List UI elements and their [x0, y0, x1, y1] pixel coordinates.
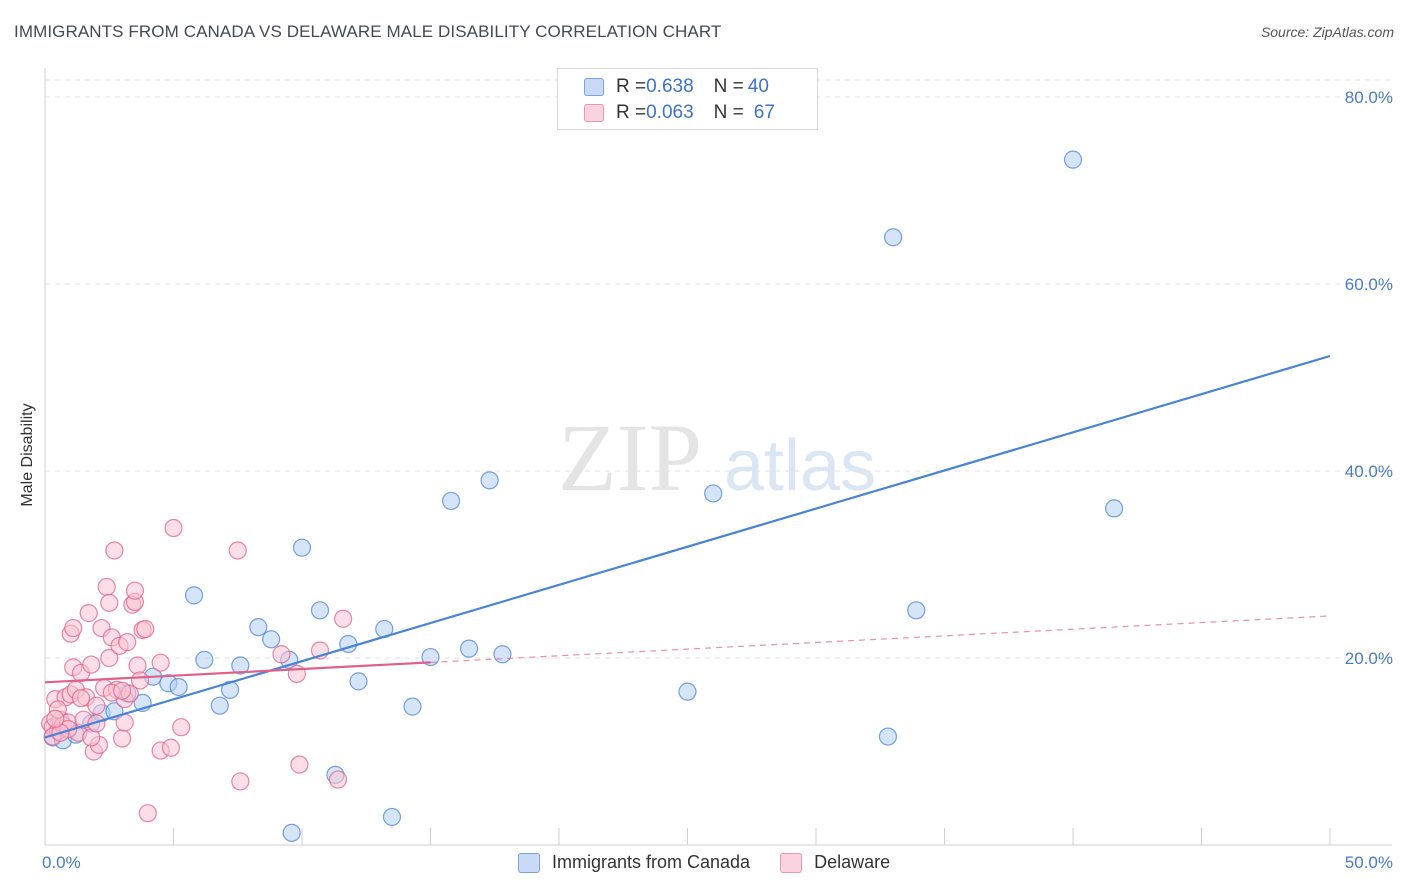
- point-delaware-24: [97, 577, 116, 597]
- point-delaware-42: [136, 619, 155, 639]
- x-tick-label-min: 0.0%: [42, 853, 81, 872]
- legend-label-canada: Immigrants from Canada: [552, 852, 751, 872]
- point-delaware-66: [46, 709, 65, 728]
- n-value-canada: 40: [747, 76, 769, 97]
- point-delaware-51: [272, 645, 291, 664]
- point-delaware-38: [125, 581, 145, 600]
- point-canada-28: [441, 491, 461, 511]
- trend-line-canada: [44, 354, 1331, 739]
- point-canada-38: [1063, 150, 1083, 169]
- point-delaware-26: [100, 593, 119, 612]
- point-canada-15: [231, 656, 250, 675]
- point-canada-27: [421, 647, 440, 667]
- legend-swatch-delaware: [584, 104, 604, 122]
- point-canada-16: [249, 618, 268, 637]
- series-legend: Immigrants from Canada Delaware: [518, 852, 920, 873]
- point-canada-14: [220, 680, 240, 699]
- stats-legend-row-delaware: R = 0.063 N = 67: [584, 101, 775, 125]
- point-delaware-43: [138, 804, 157, 823]
- point-canada-37: [907, 601, 926, 620]
- point-delaware-56: [334, 609, 353, 628]
- point-canada-19: [292, 538, 312, 557]
- point-delaware-20: [87, 696, 106, 715]
- point-delaware-18: [82, 655, 101, 674]
- watermark-zip: ZIP: [558, 404, 702, 511]
- point-canada-29: [459, 639, 479, 658]
- point-canada-26: [403, 697, 422, 716]
- point-delaware-40: [130, 671, 150, 690]
- point-canada-36: [883, 228, 903, 247]
- point-delaware-48: [172, 718, 191, 737]
- point-canada-25: [382, 807, 402, 827]
- legend-marker-canada: [518, 852, 540, 873]
- legend-swatch-canada: [584, 78, 604, 96]
- point-canada-35: [878, 727, 898, 746]
- stats-legend: R = 0.638 N = 40 R = 0.063 N = 67: [557, 68, 818, 130]
- n-key-canada: N =: [713, 76, 744, 97]
- point-canada-31: [493, 645, 512, 664]
- point-delaware-49: [231, 772, 250, 791]
- y-tick-label-80: 80.0%: [1345, 88, 1393, 107]
- y-tick-label-40: 40.0%: [1345, 462, 1393, 481]
- legend-item-delaware[interactable]: Delaware: [780, 852, 890, 873]
- point-delaware-39: [128, 656, 147, 675]
- point-canada-20: [310, 601, 330, 620]
- r-key-delaware: R =: [616, 102, 647, 123]
- r-value-delaware: 0.063: [646, 102, 694, 123]
- n-key-delaware: N =: [713, 102, 744, 123]
- point-delaware-47: [164, 518, 183, 538]
- point-canada-39: [1105, 499, 1124, 518]
- point-delaware-31: [112, 729, 132, 748]
- point-canada-32: [282, 823, 301, 842]
- stats-legend-row-canada: R = 0.638 N = 40: [584, 75, 769, 99]
- point-delaware-55: [328, 770, 348, 789]
- point-delaware-64: [87, 714, 106, 733]
- point-canada-33: [678, 682, 697, 701]
- point-canada-23: [349, 672, 368, 691]
- point-canada-10: [169, 677, 188, 697]
- point-delaware-25: [100, 648, 119, 668]
- point-delaware-28: [105, 541, 124, 560]
- point-delaware-65: [112, 681, 132, 700]
- chart-title: IMMIGRANTS FROM CANADA VS DELAWARE MALE …: [14, 22, 722, 41]
- legend-marker-delaware: [780, 852, 803, 873]
- point-delaware-50: [228, 541, 247, 560]
- trend-line-delaware: [44, 661, 431, 684]
- source-credit: Source: ZipAtlas.com: [1260, 24, 1394, 40]
- point-canada-17: [262, 630, 281, 649]
- point-delaware-45: [151, 653, 170, 672]
- point-canada-11: [184, 586, 204, 605]
- y-tick-label-20: 20.0%: [1345, 649, 1393, 668]
- point-delaware-34: [118, 633, 137, 652]
- r-value-canada: 0.638: [646, 76, 694, 97]
- point-delaware-53: [290, 755, 309, 774]
- trend-line-extension-delaware: [430, 615, 1331, 663]
- point-canada-13: [210, 696, 229, 715]
- point-delaware-62: [71, 689, 91, 708]
- point-canada-12: [195, 650, 214, 669]
- x-tick-label-max: 50.0%: [1345, 853, 1393, 872]
- legend-label-delaware: Delaware: [814, 852, 891, 872]
- watermark-atlas: atlas: [724, 426, 876, 506]
- n-value-delaware: 67: [753, 102, 775, 123]
- y-tick-label-60: 60.0%: [1345, 275, 1393, 294]
- point-delaware-11: [64, 618, 83, 638]
- legend-item-canada[interactable]: Immigrants from Canada: [518, 852, 750, 873]
- point-canada-30: [480, 471, 499, 490]
- point-delaware-17: [79, 604, 98, 623]
- point-canada-34: [704, 484, 723, 503]
- r-key-canada: R =: [616, 76, 647, 97]
- point-delaware-46: [161, 738, 181, 757]
